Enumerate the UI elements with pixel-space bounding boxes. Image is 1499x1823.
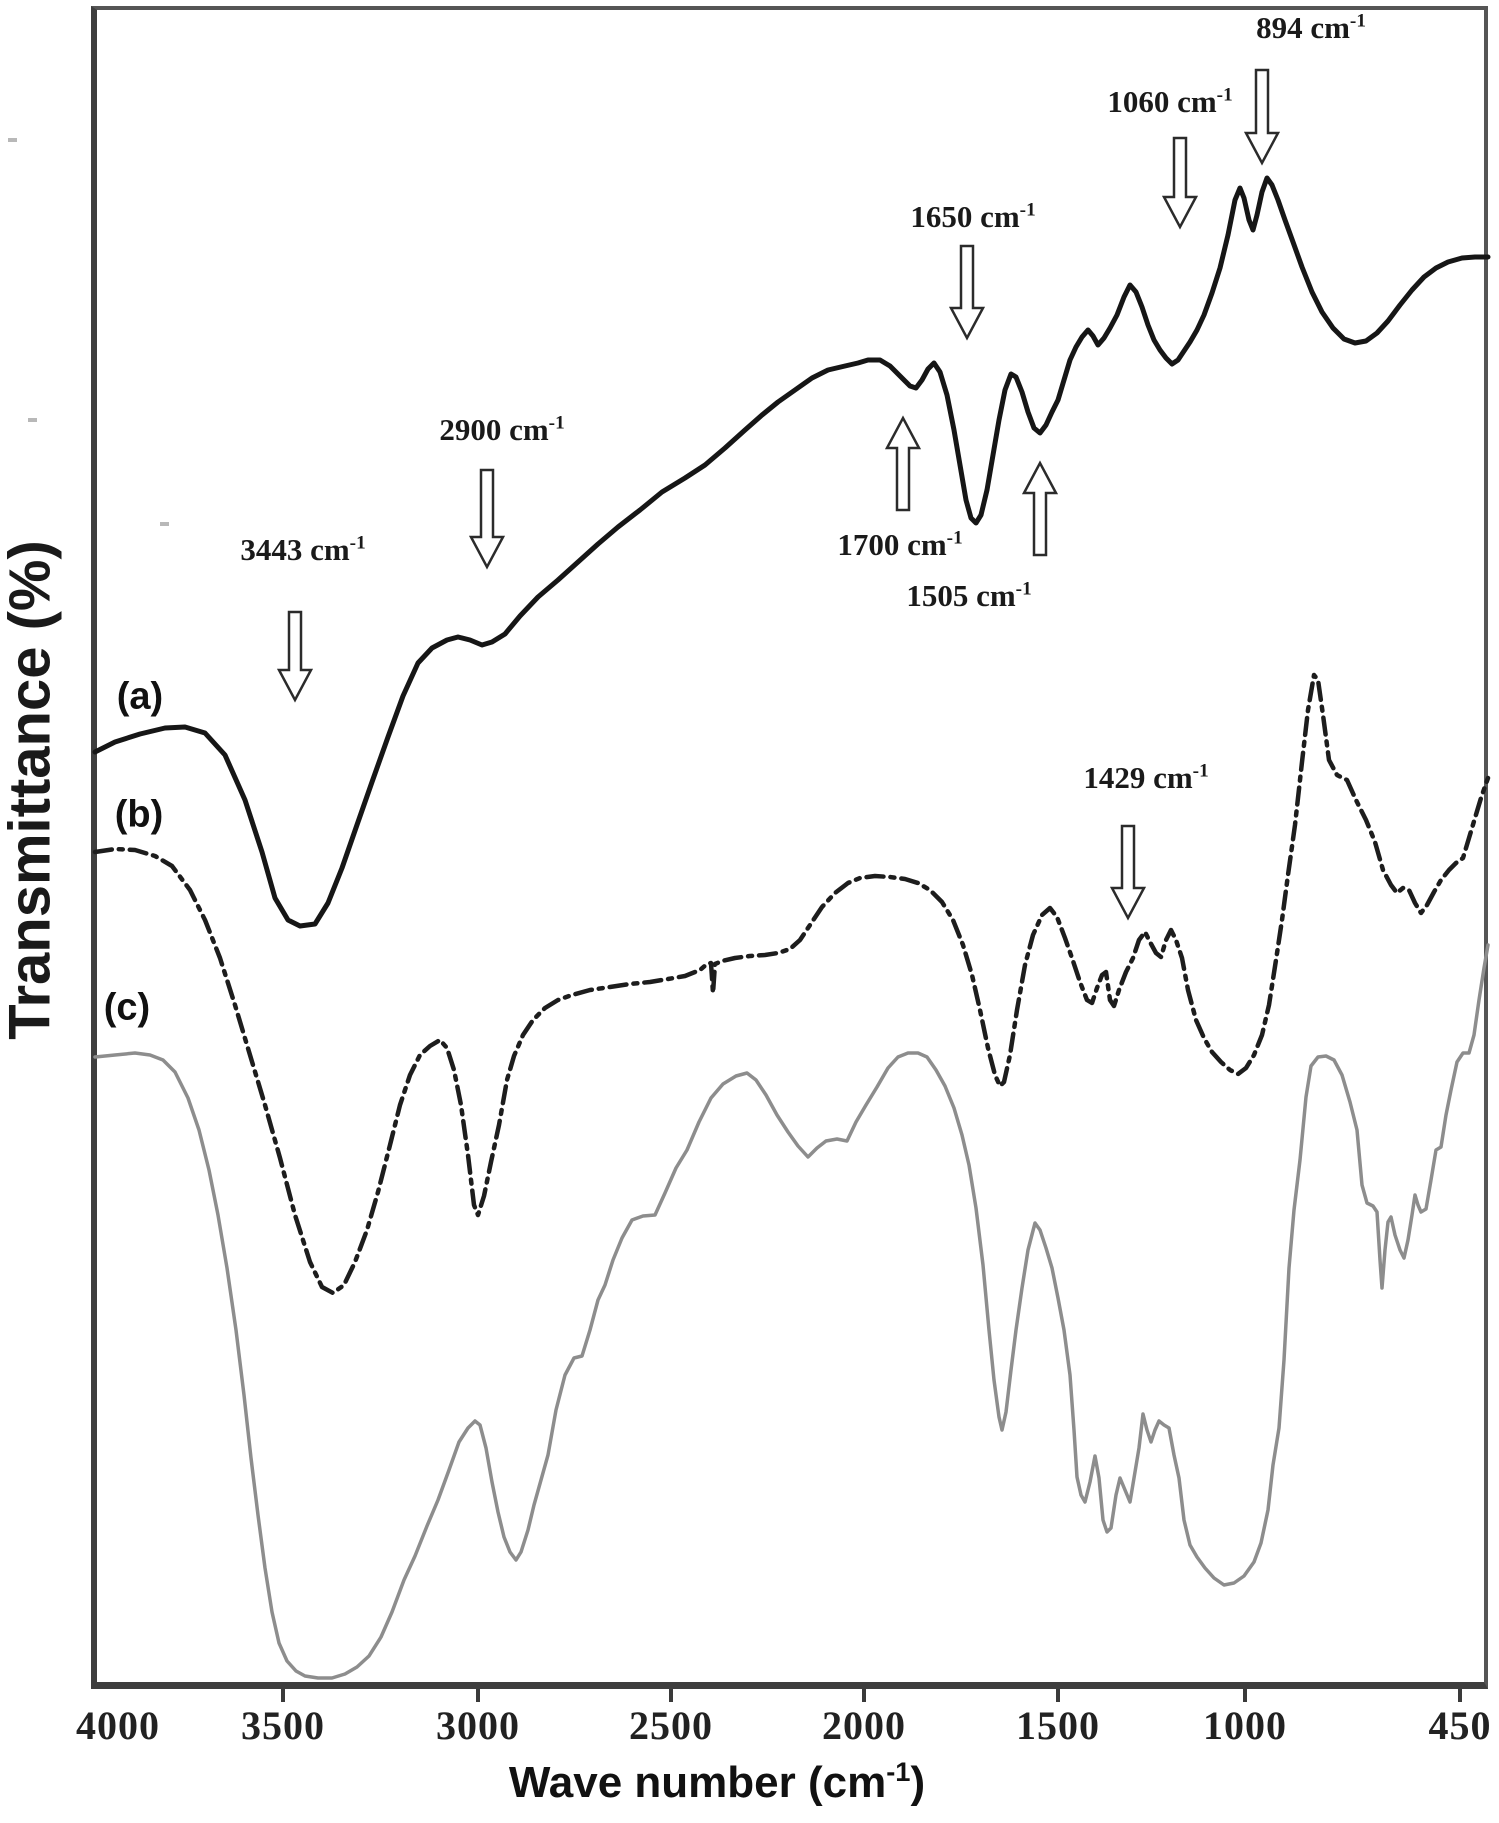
scan-artifact — [28, 418, 37, 422]
annotation-label-1060: 1060 cm-1 — [1107, 84, 1233, 119]
x-tick-label-2000: 2000 — [822, 1703, 906, 1748]
x-tick-label-450: 450 — [1428, 1703, 1492, 1748]
x-tick-1500 — [1056, 1689, 1060, 1702]
scan-artifact — [160, 522, 169, 526]
scan-artifact — [8, 138, 17, 142]
annotation-label-1429: 1429 cm-1 — [1083, 760, 1209, 795]
x-tick-label-2500: 2500 — [629, 1703, 713, 1748]
annotation-label-3443: 3443 cm-1 — [240, 532, 366, 567]
annotation-label-1505: 1505 cm-1 — [906, 578, 1032, 613]
x-tick-2000 — [862, 1689, 866, 1702]
plot-frame — [91, 6, 1488, 1689]
x-tick-label-3500: 3500 — [241, 1703, 325, 1748]
curve-label-c: (c) — [103, 986, 151, 1029]
x-tick-label-1000: 1000 — [1203, 1703, 1287, 1748]
x-tick-label-4000: 4000 — [76, 1703, 160, 1748]
x-tick-label-3000: 3000 — [436, 1703, 520, 1748]
annotation-label-1700: 1700 cm-1 — [837, 527, 963, 562]
x-tick-450 — [1458, 1689, 1462, 1702]
x-tick-1000 — [1243, 1689, 1247, 1702]
curve-label-b: (b) — [114, 793, 164, 836]
annotation-label-894: 894 cm-1 — [1256, 10, 1366, 45]
curve-label-a: (a) — [116, 675, 164, 718]
x-tick-3500 — [281, 1689, 285, 1702]
x-tick-2500 — [669, 1689, 673, 1702]
y-axis-label: Transmittance (%) — [0, 540, 63, 1040]
x-axis-label: Wave number (cm-1) — [508, 1756, 926, 1807]
annotation-label-2900: 2900 cm-1 — [439, 412, 565, 447]
x-tick-3000 — [476, 1689, 480, 1702]
x-tick-label-1500: 1500 — [1016, 1703, 1100, 1748]
annotation-label-1650: 1650 cm-1 — [910, 199, 1036, 234]
